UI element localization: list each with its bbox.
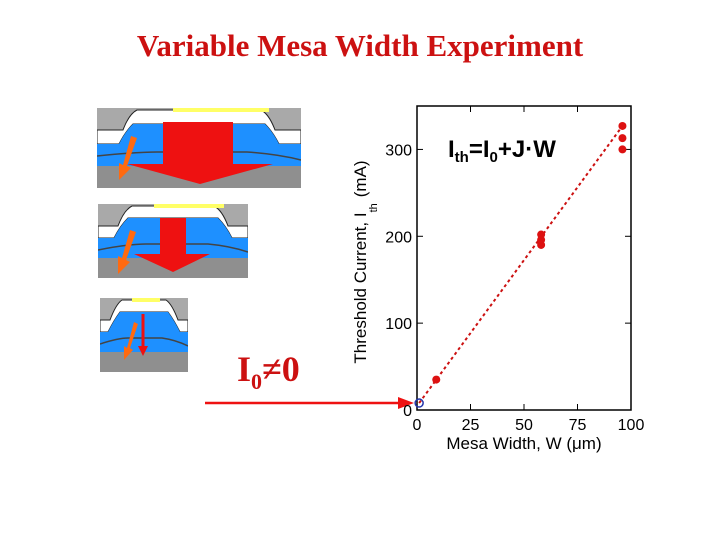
equation-label: Ith=I0+J·W: [448, 136, 556, 166]
y-tick-labels: 0 100 200 300: [385, 142, 412, 420]
data-point: [432, 375, 441, 384]
x-tick-labels: 0 25 50 75 100: [413, 417, 645, 434]
x-axis-label: Mesa Width, W (μm): [446, 434, 601, 453]
intercept-arrowhead: [398, 397, 414, 409]
data-point: [618, 145, 627, 154]
narrow-leakage-arrow: [124, 322, 138, 360]
y-tick-label: 300: [385, 142, 412, 159]
medium-leakage-arrow: [118, 230, 136, 274]
medium-current-arrow-shaft: [160, 218, 186, 254]
medium-current-arrowhead: [134, 254, 210, 272]
fit-line: [418, 125, 624, 404]
data-points: [432, 121, 627, 384]
slide-title: Variable Mesa Width Experiment: [136, 28, 584, 63]
wide-leakage-arrow: [119, 136, 137, 180]
x-tick-label: 0: [413, 417, 422, 434]
x-tick-label: 75: [569, 417, 587, 434]
axis-ticks: [416, 106, 632, 411]
x-tick-label: 100: [618, 417, 645, 434]
y-tick-label: 100: [385, 316, 412, 333]
data-point: [618, 134, 627, 143]
wide-mesa-illustration: [97, 108, 301, 188]
y-tick-label: 0: [403, 403, 412, 420]
intercept-data-point: [414, 398, 424, 408]
wide-current-arrowhead: [127, 164, 273, 184]
narrow-current-arrowhead: [138, 346, 148, 356]
intercept-callout: I0≠0: [237, 349, 300, 395]
medium-mesa-illustration: [98, 204, 248, 278]
data-point: [537, 230, 546, 239]
narrow-mesa-illustration: [100, 298, 188, 372]
wide-current-arrow-shaft: [163, 122, 233, 164]
y-tick-label: 200: [385, 229, 412, 246]
y-axis-label: Threshold Current, Ith(mA): [351, 160, 380, 363]
x-tick-label: 25: [462, 417, 480, 434]
x-tick-label: 50: [515, 417, 533, 434]
data-point: [618, 121, 627, 130]
